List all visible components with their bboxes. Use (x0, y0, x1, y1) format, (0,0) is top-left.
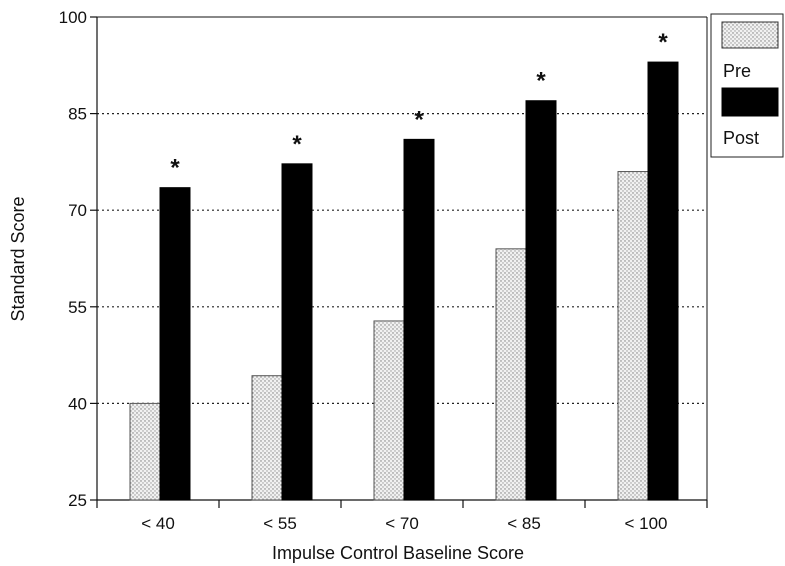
legend-label-pre: Pre (723, 61, 751, 81)
significance-star-0: * (170, 155, 180, 182)
significance-star-4: * (658, 29, 668, 56)
x-tick-label-3: < 85 (507, 514, 541, 533)
y-axis-title: Standard Score (8, 196, 28, 321)
bar-post-0 (159, 187, 191, 501)
significance-markers: * * * * * (170, 29, 668, 182)
legend-swatch-post (721, 87, 779, 117)
x-tick-label-2: < 70 (385, 514, 419, 533)
bar-post-4 (647, 61, 679, 501)
y-tick-label-40: 40 (68, 394, 87, 413)
x-tick-label-1: < 55 (263, 514, 297, 533)
y-tick-label-70: 70 (68, 201, 87, 220)
y-tick-label-85: 85 (68, 105, 87, 124)
bar-post-3 (525, 100, 557, 501)
axis-ticks: 25 40 55 70 85 100 < 40 < 55 < 70 < 85 < 100 (59, 8, 708, 533)
x-tick-label-0: < 40 (141, 514, 175, 533)
bar-pre-2 (373, 320, 405, 501)
x-tick-label-4: < 100 (624, 514, 667, 533)
legend-swatch-pre (721, 21, 779, 49)
y-tick-label-25: 25 (68, 491, 87, 510)
x-axis-title: Impulse Control Baseline Score (272, 543, 524, 563)
bar-post-1 (281, 163, 313, 501)
significance-star-1: * (292, 131, 302, 158)
y-tick-label-55: 55 (68, 298, 87, 317)
bar-pre-4 (617, 171, 649, 501)
legend: Pre Post (710, 13, 784, 158)
y-tick-label-100: 100 (59, 8, 87, 27)
significance-star-2: * (414, 106, 424, 133)
bar-pre-1 (251, 375, 283, 501)
significance-star-3: * (536, 68, 546, 95)
bar-pre-0 (129, 402, 161, 501)
bars (129, 61, 679, 501)
bar-post-2 (403, 138, 435, 501)
legend-label-post: Post (723, 128, 759, 148)
bar-pre-3 (495, 248, 527, 501)
